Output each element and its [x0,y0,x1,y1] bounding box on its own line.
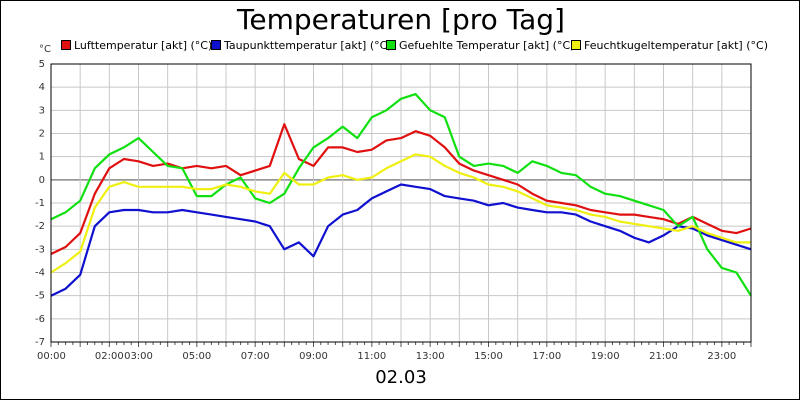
x-tick-label: 11:00 [357,351,386,362]
date-label: 02.03 [375,367,427,388]
legend-swatch-lufttemperatur [61,40,71,50]
x-tick-label: 00:00 [37,351,66,362]
legend-item-lufttemperatur: Lufttemperatur [akt] (°C) [61,39,212,52]
legend-swatch-feuchtkugeltemperatur [571,40,581,50]
y-tick-label: 5 [39,59,45,70]
chart-title: Temperaturen [pro Tag] [237,3,565,36]
x-tick-label: 07:00 [241,351,270,362]
legend-label-feuchtkugeltemperatur: Feuchtkugeltemperatur [akt] (°C) [584,39,768,52]
y-tick-label: -5 [35,291,45,302]
legend-label-taupunkttemperatur: Taupunkttemperatur [akt] (°C) [224,39,392,52]
x-tick-label: 13:00 [416,351,445,362]
y-tick-label: -2 [35,221,45,232]
x-tick-label: 15:00 [474,351,503,362]
plot-border [50,63,752,343]
legend-swatch-gefuehlte-temperatur [386,40,396,50]
y-tick-label: 1 [39,152,45,163]
x-tick-label: 21:00 [649,351,678,362]
series-lines [50,92,752,297]
y-tick-label: -1 [35,198,45,209]
legend-label-lufttemperatur: Lufttemperatur [akt] (°C) [74,39,213,52]
legend-item-taupunkttemperatur: Taupunkttemperatur [akt] (°C) [211,39,392,52]
x-tick-label: 17:00 [532,351,561,362]
series-line-3 [50,92,752,297]
y-tick-label: -6 [35,314,45,325]
legend-item-feuchtkugeltemperatur: Feuchtkugeltemperatur [akt] (°C) [571,39,768,52]
legend-item-gefuehlte-temperatur: Gefuehlte Temperatur [akt] (°C) [386,39,574,52]
y-tick-label: 4 [39,82,45,93]
x-axis-ticks: 00:00 02:00 03:00 05:00 07:00 09:00 11:00 13:00… [37,342,752,362]
x-tick-label: 05:00 [182,351,211,362]
grid [51,63,751,343]
series-line-2 [50,183,752,297]
y-tick-label: 2 [39,129,45,140]
x-tick-label: 09:00 [299,351,328,362]
y-tick-label: 0 [39,175,45,186]
series-line-1 [50,123,752,255]
legend-label-gefuehlte-temperatur: Gefuehlte Temperatur [akt] (°C) [399,39,575,52]
x-tick-label: 03:00 [124,351,153,362]
series-line-4 [50,153,751,274]
x-tick-label: 19:00 [591,351,620,362]
y-tick-label: -7 [35,337,45,348]
y-tick-label: 3 [39,105,45,116]
x-tick-label: 23:00 [707,351,736,362]
y-axis-unit: °C [39,44,51,55]
y-axis-ticks: 5 4 3 2 1 0 -1 -2 -3 -4 -5 -6 -7 [35,59,45,348]
y-tick-label: -3 [35,244,45,255]
x-tick-label: 02:00 [95,351,124,362]
legend-swatch-taupunkttemperatur [211,40,221,50]
y-tick-label: -4 [35,268,45,279]
